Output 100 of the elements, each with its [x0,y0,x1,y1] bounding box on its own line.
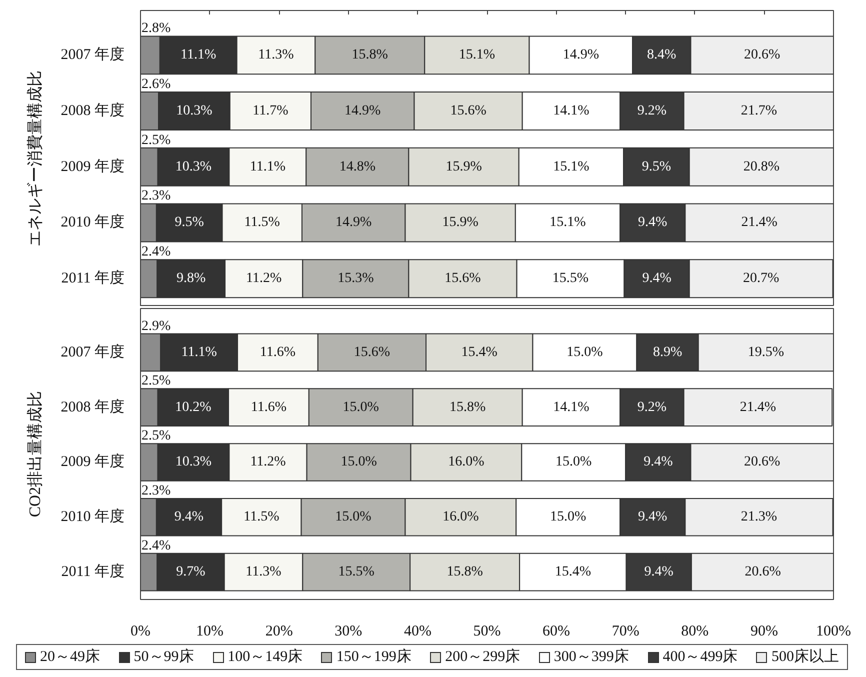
legend-label: 400～499床 [662,648,738,667]
data-label: 15.3% [338,271,374,286]
y-tick-label: 2007 年度 [60,46,124,64]
x-tick-label: 20% [265,624,293,640]
data-label: 9.4% [642,271,672,286]
data-label: 10.3% [175,454,212,470]
data-label: 10.3% [175,159,212,174]
y-axis-title: エネルギー消費量構成比 [26,70,44,246]
data-label: 9.4% [174,510,204,525]
data-label: 15.9% [442,215,479,230]
data-label: 9.8% [176,271,206,286]
data-label: 15.0% [335,510,372,525]
data-label: 14.9% [336,215,372,230]
data-label: 15.0% [566,344,604,360]
legend-label: 200～299床 [445,648,520,667]
data-label: 11.5% [244,510,280,525]
data-label: 21.3% [740,510,778,525]
data-label: 15.9% [446,159,482,174]
y-tick-label: 2007 年度 [60,343,124,360]
data-label: 20.6% [744,454,781,470]
x-tick-label: 10% [196,624,224,640]
data-label: 19.5% [748,344,784,360]
data-label: 2.6% [142,77,171,92]
data-label: 2.3% [142,188,171,204]
legend-label: 300～399床 [554,648,629,667]
data-label: 21.7% [740,104,778,119]
x-tick-label: 70% [612,624,640,640]
data-label: 9.4% [638,510,668,525]
y-axis-title: CO2排出量構成比 [26,390,44,518]
data-label: 9.2% [637,104,667,119]
data-label: 14.1% [553,400,590,415]
data-label: 11.3% [258,48,294,63]
data-label: 14.1% [553,104,590,119]
data-label: 20.8% [743,159,780,174]
data-label: 14.8% [339,159,376,174]
data-label: 9.4% [644,564,674,580]
data-label: 2.8% [142,21,171,36]
data-label: 20.7% [743,271,780,286]
data-label: 16.0% [448,454,485,470]
y-tick-label: 2009 年度 [60,453,124,470]
data-label: 2.9% [142,318,171,334]
y-tick-label: 2011 年度 [61,563,125,580]
data-label: 2.4% [142,244,171,260]
data-label: 8.9% [652,344,682,360]
data-label: 15.6% [354,344,390,360]
data-label: 15.0% [342,400,380,415]
y-tick-label: 2011 年度 [61,270,125,287]
data-label: 2.4% [142,538,171,554]
data-label: 9.7% [176,564,206,580]
data-label: 20.6% [744,48,781,63]
data-label: 11.2% [246,271,282,286]
x-tick-label: 0% [130,624,150,640]
y-tick-label: 2008 年度 [60,398,124,416]
legend-label: 150～199床 [336,648,412,667]
data-label: 11.1% [180,48,217,63]
x-tick-label: 80% [681,624,709,640]
data-label: 15.6% [444,271,482,286]
data-label: 10.2% [175,400,212,415]
y-tick-label: 2009 年度 [60,158,124,175]
data-label: 11.1% [181,344,218,360]
data-label: 21.4% [740,400,776,415]
y-tick-label: 2010 年度 [60,508,124,526]
data-label: 15.5% [338,564,375,580]
data-label: 9.5% [642,159,672,174]
data-label: 9.5% [174,215,204,230]
data-label: 15.0% [340,454,378,470]
data-label: 11.1% [250,159,286,174]
data-label: 21.4% [741,215,778,230]
data-label: 2.5% [142,428,171,444]
data-label: 16.0% [442,510,480,525]
data-label: 14.9% [344,104,382,119]
legend-label: 100～149床 [228,648,303,667]
x-tick-label: 90% [750,624,778,640]
data-label: 2.5% [142,132,171,148]
x-tick-label: 50% [473,624,501,640]
data-label: 9.4% [644,454,674,470]
data-label: 15.1% [550,215,586,230]
data-label: 15.1% [458,48,496,63]
legend-label: 50～99床 [134,648,194,667]
data-label: 15.8% [352,48,388,63]
data-label: 15.0% [556,454,592,470]
data-label: 15.8% [446,564,484,580]
data-label: 11.2% [250,454,286,470]
data-label: 14.9% [562,48,600,63]
legend-label: 500床以上 [771,648,839,667]
data-label: 10.3% [176,104,213,119]
data-label: 15.0% [550,510,586,525]
x-tick-label: 100% [816,624,851,640]
data-label: 11.5% [244,215,280,230]
data-label: 11.6% [250,400,287,415]
x-tick-label: 60% [542,624,570,640]
data-label: 15.5% [552,271,589,286]
data-label: 15.8% [450,400,486,415]
data-label: 20.6% [744,564,782,580]
y-tick-label: 2008 年度 [60,102,124,120]
data-label: 9.2% [637,400,667,415]
data-label: 2.3% [142,483,171,498]
data-label: 15.1% [553,159,590,174]
x-tick-label: 30% [334,624,362,640]
data-label: 15.4% [554,564,592,580]
